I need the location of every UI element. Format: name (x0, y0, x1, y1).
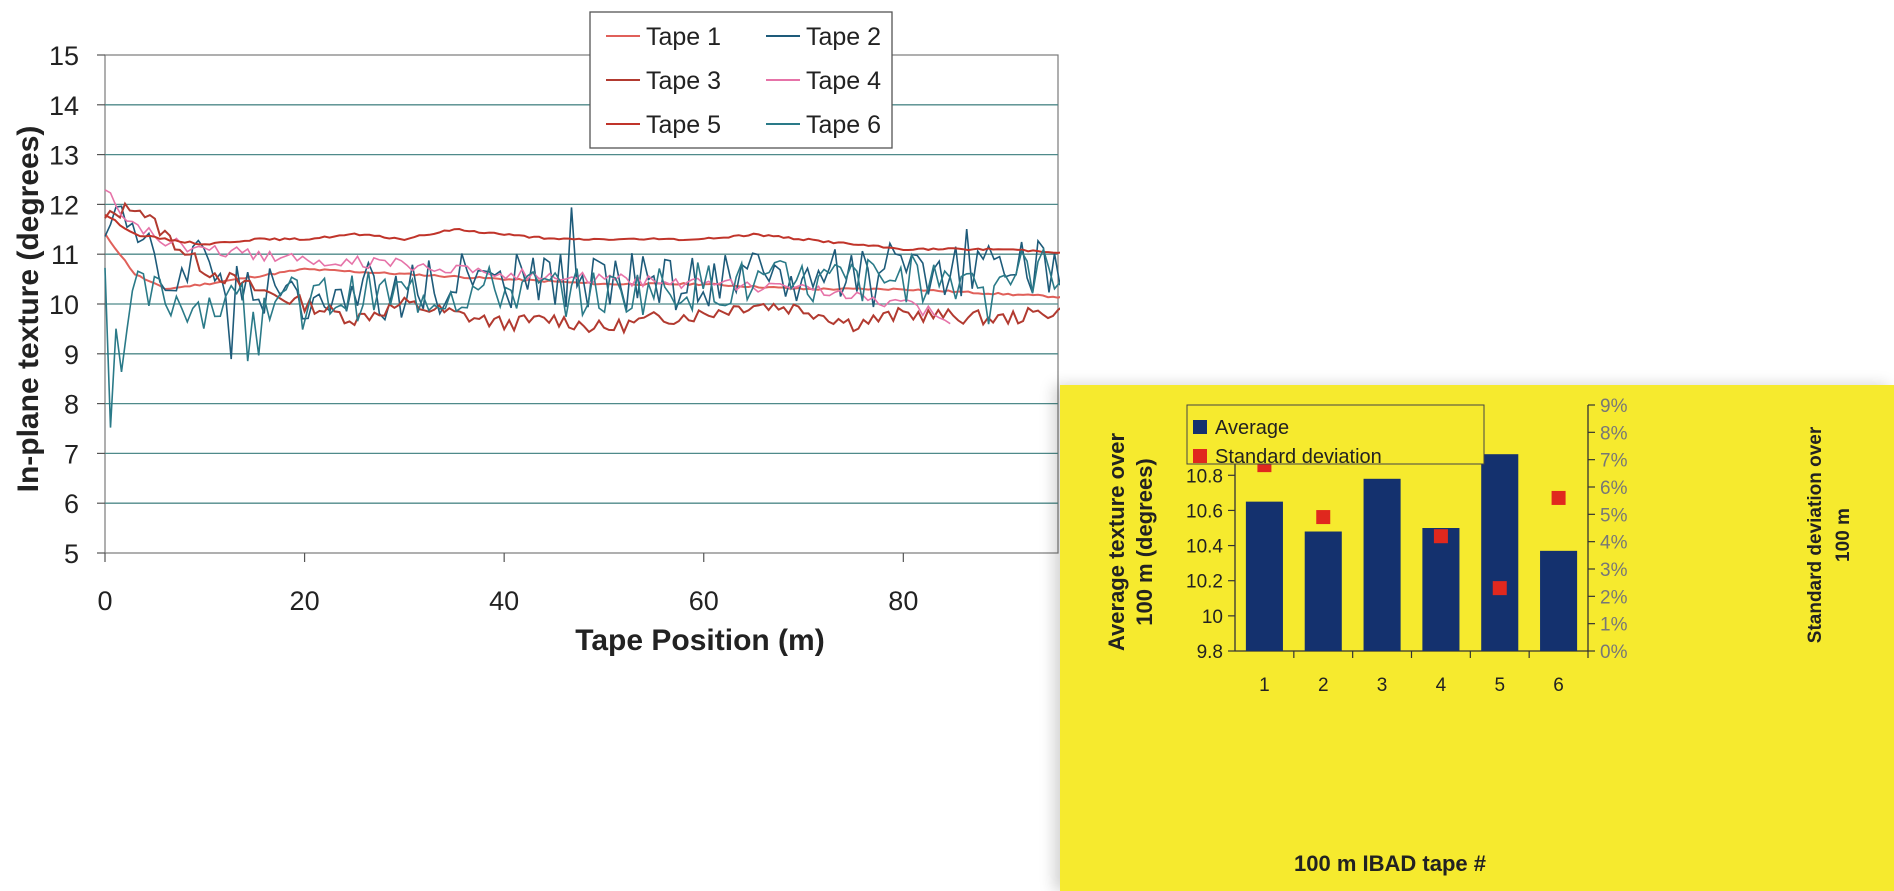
x-tick-label: 2 (1318, 675, 1329, 696)
y-axis-label: Average texture over 100 m (degrees) (1104, 433, 1157, 652)
x-tick-label: 5 (1494, 675, 1505, 696)
legend-label: Tape 1 (646, 23, 721, 51)
x-axis-label: Tape Position (m) (575, 624, 824, 657)
legend-label: Average (1215, 417, 1289, 439)
y-tick-label: 8 (64, 390, 79, 420)
y-axis-label-line: 100 m (degrees) (1132, 458, 1157, 626)
y-axis-label: In-plane texture (degrees) (12, 126, 45, 493)
legend: Average Standard deviation (1186, 404, 1485, 468)
x-tick-label: 60 (689, 586, 719, 616)
y-tick-label: 10.6 (1186, 501, 1223, 522)
y-tick-label: 10.2 (1186, 572, 1223, 593)
series-line-3 (104, 201, 1060, 335)
y2-tick-label: 7% (1600, 451, 1628, 472)
y-tick-label: 13 (49, 141, 79, 171)
y-tick-label: 10 (49, 290, 79, 320)
x-tick-label: 40 (489, 586, 519, 616)
legend-swatch-average (1193, 420, 1207, 434)
y2-tick-label: 0% (1600, 642, 1628, 663)
legend-label: Tape 4 (806, 67, 881, 95)
legend-box (589, 11, 893, 149)
series-line-5 (104, 214, 1060, 254)
texture-bar-chart: 9.8 10 10.2 10.4 10.6 10.8 0% 1% 2% 3% 4% 5% 6% 7% 8% 9… (1104, 396, 1854, 876)
bar-average (1245, 501, 1283, 651)
y-tick-label: 10.8 (1186, 466, 1223, 487)
texture-line-chart: 5 6 7 8 9 10 11 12 13 14 15 0 20 40 60 80 Tape Position … (12, 11, 1060, 657)
y-tick-label: 15 (49, 41, 79, 71)
series-line-2 (104, 205, 1060, 360)
legend-swatch-std-dev (1193, 449, 1207, 463)
y2-tick-label: 4% (1600, 533, 1628, 554)
y-tick-label: 9.8 (1197, 642, 1223, 663)
legend-label: Tape 6 (806, 111, 881, 139)
legend-label: Tape 3 (646, 67, 721, 95)
y2-tick-label: 3% (1600, 560, 1628, 581)
bar-average (1363, 478, 1401, 651)
y-tick-label: 7 (64, 439, 79, 469)
x-tick-label: 0 (97, 586, 112, 616)
legend: Tape 1 Tape 2 Tape 3 Tape 4 Tape 5 Tape 6 (589, 11, 893, 149)
y2-tick-label: 5% (1600, 505, 1628, 526)
point-std-dev (1316, 510, 1331, 525)
y-tick-label: 10 (1202, 607, 1223, 628)
y-tick-label: 6 (64, 489, 79, 519)
y2-axis-label-line: Standard deviation over (1805, 426, 1826, 643)
x-axis-label: 100 m IBAD tape # (1294, 851, 1486, 876)
y-tick-label: 10.4 (1186, 537, 1223, 558)
y-axis-label-line: Average texture over (1104, 433, 1129, 652)
y-tick-label: 14 (49, 91, 79, 121)
y-tick-label: 9 (64, 340, 79, 370)
series-line-6 (104, 247, 1060, 428)
bar-average (1540, 550, 1578, 651)
y2-tick-label: 1% (1600, 615, 1628, 636)
x-tick-label: 80 (888, 586, 918, 616)
x-tick-label: 3 (1377, 675, 1388, 696)
legend-label: Tape 5 (646, 111, 721, 139)
legend-box (1186, 404, 1485, 465)
y-tick-label: 11 (51, 240, 79, 270)
x-tick-label: 1 (1259, 675, 1270, 696)
y2-axis-label: Standard deviation over 100 m (1805, 426, 1854, 643)
x-tick-label: 4 (1436, 675, 1447, 696)
x-tick-label: 6 (1553, 675, 1564, 696)
series-line-4 (104, 189, 951, 325)
inset-panel: 9.8 10 10.2 10.4 10.6 10.8 0% 1% 2% 3% 4% 5% 6% 7% 8% 9… (1060, 385, 1894, 891)
y2-tick-label: 2% (1600, 587, 1628, 608)
y-tick-label: 5 (64, 539, 79, 569)
y2-tick-label: 9% (1600, 396, 1628, 417)
point-std-dev (1551, 490, 1566, 505)
y2-axis-label-line: 100 m (1833, 508, 1854, 562)
x-tick-label: 20 (290, 586, 320, 616)
point-std-dev (1433, 529, 1448, 544)
bar-average (1422, 528, 1460, 651)
y2-tick-label: 8% (1600, 423, 1628, 444)
bar-average (1481, 454, 1519, 651)
legend-label: Standard deviation (1215, 446, 1382, 468)
y2-tick-label: 6% (1600, 478, 1628, 499)
bar-average (1304, 531, 1342, 651)
legend-label: Tape 2 (806, 23, 881, 51)
point-std-dev (1492, 581, 1507, 596)
y-tick-label: 12 (49, 190, 79, 220)
